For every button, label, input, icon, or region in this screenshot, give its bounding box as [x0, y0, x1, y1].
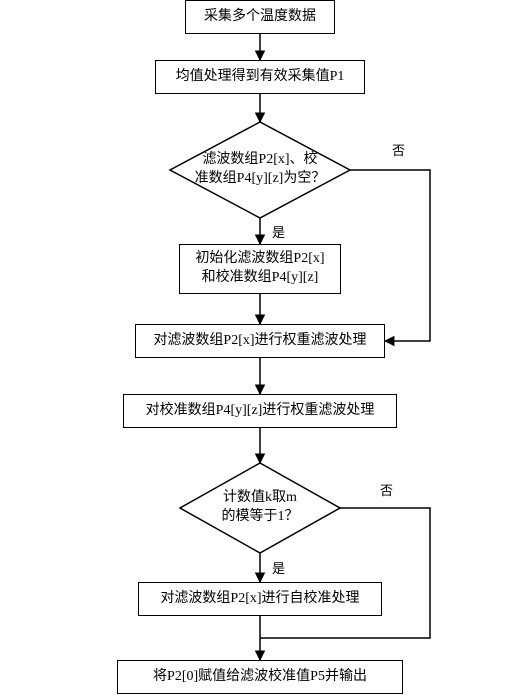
edge-2-label: 是: [272, 222, 285, 241]
node-n1: 采集多个温度数据: [185, 0, 335, 34]
edge-9-label: 否: [380, 480, 393, 499]
edge-6-label: 是: [272, 558, 285, 577]
node-d2-label: 计数值k取m 的模等于1？: [180, 463, 340, 553]
node-n3: 初始化滤波数组P2[x] 和校准数组P4[y][z]: [179, 244, 341, 294]
node-n4-label: 对滤波数组P2[x]进行权重滤波处理: [153, 332, 366, 351]
node-n7: 将P2[0]赋值给滤波校准值P5并输出: [117, 660, 403, 694]
node-n3-label: 初始化滤波数组P2[x] 和校准数组P4[y][z]: [195, 250, 324, 288]
node-n7-label: 将P2[0]赋值给滤波校准值P5并输出: [153, 668, 367, 687]
flowchart-canvas: 采集多个温度数据均值处理得到有效采集值P1 滤波数组P2[x]、校 准数组P4[y…: [0, 0, 525, 700]
node-n5: 对校准数组P4[y][z]进行权重滤波处理: [123, 394, 397, 428]
edge-8: [350, 170, 430, 341]
node-n4: 对滤波数组P2[x]进行权重滤波处理: [135, 324, 385, 358]
node-n1-label: 采集多个温度数据: [204, 8, 316, 27]
node-n6: 对滤波数组P2[x]进行自校准处理: [138, 582, 382, 616]
node-n6-label: 对滤波数组P2[x]进行自校准处理: [160, 590, 359, 609]
node-d1-label: 滤波数组P2[x]、校 准数组P4[y][z]为空？: [170, 122, 350, 218]
node-n2-label: 均值处理得到有效采集值P1: [176, 68, 345, 87]
node-n5-label: 对校准数组P4[y][z]进行权重滤波处理: [146, 402, 375, 421]
edge-8-label: 否: [392, 140, 405, 159]
node-n2: 均值处理得到有效采集值P1: [155, 60, 365, 94]
